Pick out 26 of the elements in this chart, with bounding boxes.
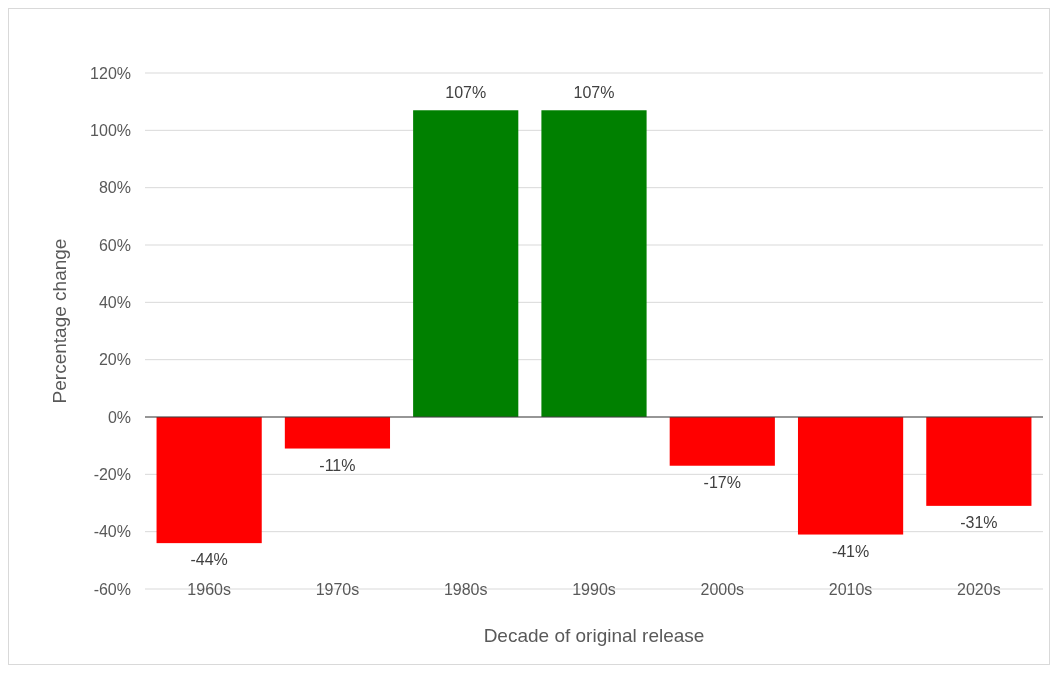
x-tick-label: 1990s	[572, 581, 616, 598]
x-tick-label: 2010s	[828, 581, 873, 598]
x-tick-label: 1960s	[187, 581, 231, 598]
y-tick-label: -60%	[93, 580, 131, 598]
y-tick-label: 60%	[98, 236, 131, 254]
data-label: 107%	[573, 84, 615, 102]
y-tick-label: 0%	[107, 408, 131, 426]
y-tick-label: -40%	[93, 523, 131, 541]
x-tick-label: 2000s	[700, 581, 745, 598]
data-label: -17%	[703, 473, 741, 491]
data-label: -31%	[960, 513, 998, 531]
y-tick-label: 80%	[98, 179, 131, 197]
y-tick-label: 40%	[98, 293, 131, 311]
data-label: -11%	[319, 456, 356, 474]
x-axis-title: Decade of original release	[483, 625, 705, 646]
y-tick-label: 120%	[90, 64, 131, 82]
data-label: -41%	[831, 542, 870, 560]
y-tick-label: -20%	[93, 465, 131, 483]
y-tick-label: 100%	[90, 121, 131, 139]
x-tick-label: 1970s	[315, 581, 360, 598]
x-tick-label: 2020s	[957, 581, 1001, 598]
y-axis-title: Percentage change	[49, 238, 70, 404]
data-label: 107%	[445, 84, 487, 102]
x-tick-label: 1980s	[443, 581, 488, 598]
data-label: -44%	[190, 551, 228, 569]
y-tick-label: 20%	[98, 351, 131, 369]
